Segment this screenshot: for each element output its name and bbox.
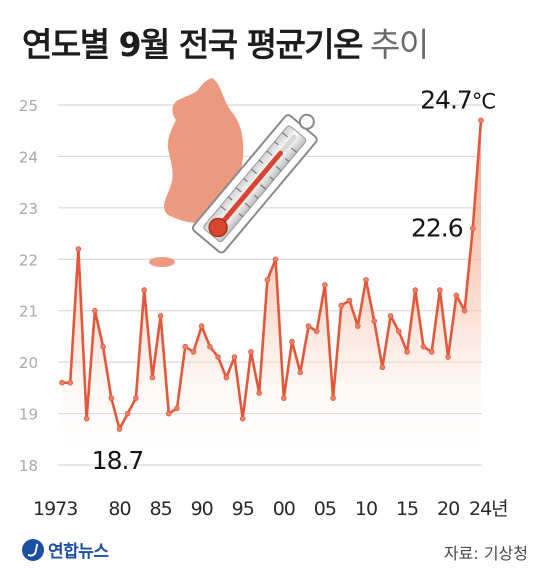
label-max-2024-unit: °C [472,89,496,113]
data-point-1988 [182,343,189,350]
data-point-2016 [412,287,419,293]
label-max-2024: 24.7°C [420,85,495,114]
source-label: 자료: 기상청 [443,544,528,563]
thermometer-icon [191,113,318,254]
data-point-1977 [92,307,98,314]
x-tick-label-1973: 1973 [33,498,77,520]
x-tick-label-90: 90 [191,498,213,520]
data-point-2013 [387,313,394,319]
data-point-1982 [133,395,139,401]
data-point-1996 [248,349,254,355]
data-point-2000 [280,395,287,401]
yonhap-logo-icon [22,538,44,561]
data-point-2011 [371,318,378,324]
data-point-2003 [305,323,312,329]
data-point-2012 [379,364,386,371]
y-tick-label-19: 19 [19,406,38,424]
data-point-1981 [124,410,131,417]
data-point-1974 [67,379,73,386]
data-point-2005 [322,282,328,288]
data-point-2015 [404,349,410,355]
data-point-2020 [445,354,451,360]
title-suffix: 추이 [370,25,429,64]
y-tick-label-22: 22 [19,251,38,269]
data-point-1985 [157,313,164,319]
data-point-2022 [461,307,468,314]
y-tick-label-18: 18 [19,457,38,475]
x-tick-label-20: 20 [437,498,459,520]
series-area-fill [62,120,481,466]
korea-map-shape [164,78,244,223]
y-tick-label-21: 21 [19,303,38,321]
x-tick-label-80: 80 [108,498,130,520]
data-point-1990 [198,323,205,329]
data-point-1987 [174,405,180,412]
data-point-1995 [239,415,246,422]
y-tick-label-24: 24 [19,148,38,166]
data-point-2010 [363,277,369,283]
x-tick-label-24년: 24년 [469,498,508,520]
x-tick-label-95: 95 [232,498,254,520]
x-tick-label-15: 15 [396,498,418,520]
data-point-1997 [256,390,263,396]
data-point-2008 [346,297,353,304]
y-tick-label-25: 25 [19,97,38,115]
title-main: 연도별 9월 전국 평균기온 [22,25,364,64]
x-tick-label-85: 85 [149,498,171,520]
data-point-1991 [207,343,213,350]
x-tick-label-10: 10 [355,498,377,520]
data-point-1989 [190,349,197,355]
data-point-1986 [166,410,172,417]
label-2023: 22.6 [411,213,463,242]
data-point-1994 [231,354,238,360]
series-line [62,120,483,431]
data-point-1975 [75,246,82,252]
data-point-2017 [420,343,427,350]
logo-text: 연합뉴스 [48,542,109,562]
y-tick-label-20: 20 [19,354,38,372]
data-point-1973 [59,379,65,386]
data-point-2009 [354,323,361,329]
data-point-1998 [264,277,271,283]
jeju-island-shape [149,257,175,267]
data-point-1976 [83,415,90,422]
data-point-2004 [313,328,320,335]
data-point-1983 [141,287,148,293]
data-point-1992 [215,354,221,360]
data-point-1980 [116,426,123,432]
korea-map-illustration [149,78,244,267]
data-point-2014 [395,328,402,335]
data-point-1984 [149,374,156,381]
data-point-2002 [297,369,304,376]
data-point-2019 [437,287,443,293]
data-point-1979 [108,395,115,401]
data-point-2007 [338,302,345,309]
y-tick-label-23: 23 [19,200,38,218]
label-min-1980: 18.7 [92,446,144,475]
data-point-2006 [330,395,336,401]
x-tick-label-00: 00 [273,498,295,520]
data-point-2024 [478,117,484,124]
data-point-2001 [289,338,295,345]
chart-title: 연도별 9월 전국 평균기온 추이 [22,18,429,66]
data-point-1999 [272,256,279,263]
x-tick-label-05: 05 [314,498,336,520]
data-point-2021 [453,292,460,299]
yonhap-logo: 연합뉴스 [22,537,109,562]
data-point-1978 [100,343,106,350]
data-point-2023 [469,225,476,232]
data-point-1993 [223,374,230,381]
data-point-2018 [428,349,435,355]
